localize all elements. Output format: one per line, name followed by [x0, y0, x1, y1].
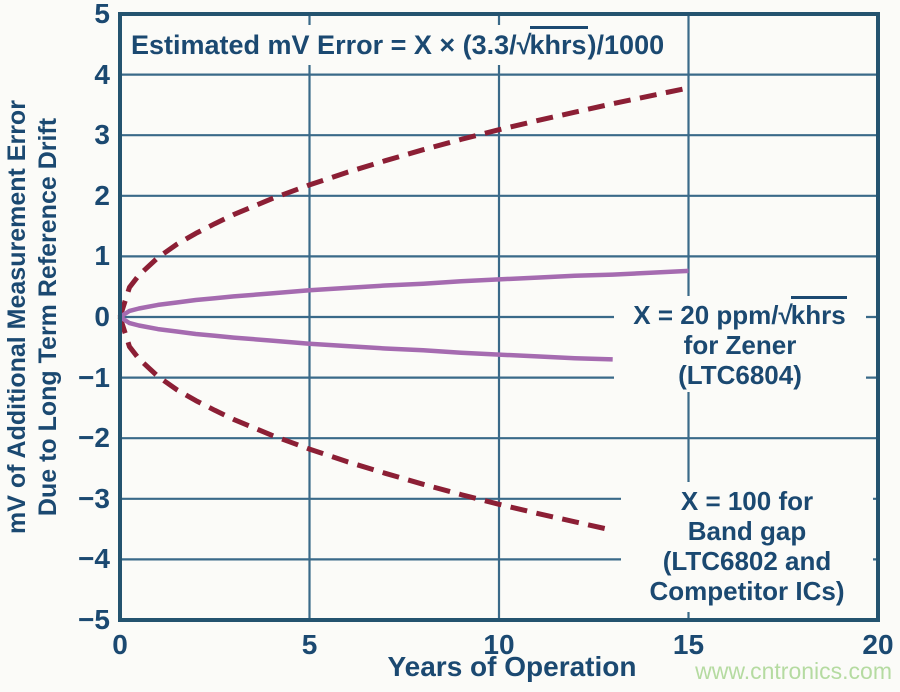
annotation-bandgap: X = 100 for Band gap (LTC6802 and Competito… — [623, 486, 871, 606]
x-tick-label: 0 — [112, 629, 128, 660]
title-mask — [131, 25, 663, 65]
x-tick-label: 15 — [672, 629, 705, 660]
y-tick-label: 4 — [94, 58, 110, 90]
y-tick-label: −1 — [78, 361, 110, 393]
x-tick-label: 20 — [862, 629, 894, 660]
zener-annotation-mask — [614, 296, 866, 392]
y-tick-label: 5 — [94, 0, 110, 29]
y-tick-label: 3 — [94, 119, 110, 151]
annotation-line: X = 100 for — [680, 486, 814, 516]
y-tick-label: 0 — [94, 301, 110, 332]
y-tick-label: −2 — [78, 422, 110, 454]
x-axis-title: Years of Operation — [387, 651, 637, 682]
y-tick-label: 1 — [94, 240, 110, 272]
sqrt-radicand: khrs — [790, 296, 847, 330]
y-tick-label: 2 — [94, 179, 110, 211]
y-tick-label: −3 — [78, 482, 110, 514]
series-bandgap-lower-drift — [117, 316, 614, 533]
annotation-zener: X = 20 ppm/√khrs for Zener (LTC6804) — [616, 296, 864, 390]
series-bandgap-upper-drift — [117, 85, 690, 318]
annotation-line: Band gap — [687, 516, 807, 546]
series-zener-lower-drift — [118, 315, 613, 362]
y-axis-title-line1: mV of Additional Measurement Error — [3, 100, 31, 534]
sqrt-radicand: khrs — [529, 26, 588, 60]
chart-title-formula: Estimated mV Error = X × (3.3/√khrs)/100… — [131, 26, 664, 63]
series-zener-upper-drift — [118, 268, 689, 319]
annotation-line: for Zener — [683, 330, 797, 360]
watermark-url: www.cntronics.com — [695, 658, 892, 684]
x-tick-label: 5 — [301, 629, 318, 660]
annotation-line: Competitor ICs) — [649, 576, 845, 606]
annotation-line: X = 20 ppm/√khrs — [616, 296, 864, 330]
plot-frame — [118, 12, 880, 622]
bandgap-annotation-mask — [621, 482, 873, 612]
y-tick-label: −4 — [78, 543, 110, 575]
y-tick-label: −5 — [78, 604, 110, 635]
annotation-line: (LTC6802 and — [662, 546, 832, 576]
annotation-line: (LTC6804) — [678, 360, 802, 390]
x-tick-label: 10 — [483, 629, 515, 660]
